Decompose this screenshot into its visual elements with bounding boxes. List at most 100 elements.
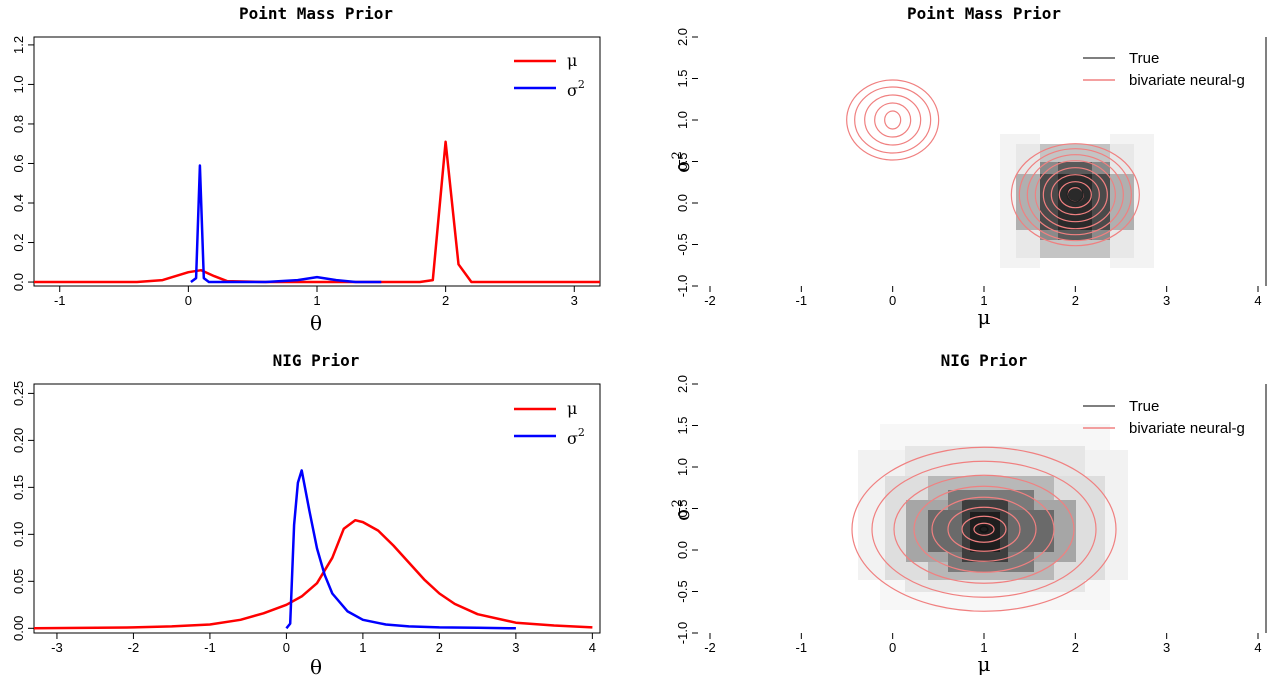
x-tick-label: 3: [1163, 640, 1170, 655]
true-mode-contour: [1066, 185, 1084, 203]
panel-title: Point Mass Prior: [907, 4, 1061, 23]
x-tick-label: 2: [436, 640, 443, 655]
contour-line: [884, 110, 902, 130]
x-tick-label: 2: [442, 293, 449, 308]
x-tick-label: 1: [313, 293, 320, 308]
x-axis: -2 -1 0 1 2 3 4: [704, 633, 1262, 655]
legend: μ σ2: [514, 51, 585, 100]
x-tick-label: 1: [980, 293, 987, 308]
x-tick-label: 0: [889, 640, 896, 655]
contour-line: [1026, 154, 1124, 236]
contour-line: [854, 86, 932, 154]
y-tick-label: 2.0: [675, 28, 690, 46]
y-tick-label: 0.5: [675, 499, 690, 517]
contour-line: [913, 485, 1055, 573]
x-axis: -2 -1 0 1 2 3 4: [704, 286, 1262, 308]
y-tick-label: 0.15: [11, 475, 26, 500]
series-line-sigma2: [285, 469, 516, 630]
contour-line: [874, 102, 912, 138]
contour-line: [851, 446, 1117, 612]
x-tick-label: 4: [1254, 293, 1261, 308]
x-tick-label: 1: [980, 640, 987, 655]
series-line-mu: [34, 140, 600, 284]
x-axis-label: θ: [310, 655, 322, 679]
contour-line: [1042, 167, 1108, 223]
x-axis-label: μ: [978, 305, 991, 329]
contour-line: [864, 94, 922, 146]
y-tick-label: 0.20: [11, 428, 26, 453]
x-tick-label: -1: [204, 640, 216, 655]
contour-line: [1058, 181, 1092, 209]
x-tick-label: 4: [1254, 640, 1261, 655]
y-tick-label: 0.0: [675, 194, 690, 212]
panel-point-mass-density: Point Mass Prior -1 0 1 2 3 0.0 0.2 0.4 0.6 0.8 1…: [11, 4, 601, 335]
y-tick-label: 0.4: [11, 194, 26, 212]
y-tick-label: 0.05: [11, 569, 26, 594]
x-tick-label: -2: [704, 293, 716, 308]
x-tick-label: -1: [796, 293, 808, 308]
y-tick-label: -1.0: [675, 275, 690, 297]
x-tick-label: 4: [589, 640, 596, 655]
y-tick-label: -1.0: [675, 622, 690, 644]
x-tick-label: 0: [185, 293, 192, 308]
legend: μ σ2: [514, 399, 585, 448]
y-tick-label: 0.8: [11, 115, 26, 133]
x-tick-label: 2: [1072, 640, 1079, 655]
panel-title: NIG Prior: [273, 351, 360, 370]
panel-title: Point Mass Prior: [239, 4, 393, 23]
plot-area: [33, 469, 593, 630]
contour-line: [1010, 143, 1140, 247]
contour-line: [871, 460, 1097, 598]
x-axis-label: μ: [978, 652, 991, 676]
y-tick-label: 0.2: [11, 233, 26, 251]
y-tick-label: 0.5: [675, 152, 690, 170]
contour-line: [1018, 148, 1132, 242]
y-tick-label: 1.0: [11, 75, 26, 93]
y-axis: -1.0 -0.5 0.0 0.5 1.0 1.5 2.0: [675, 375, 698, 644]
x-tick-label: -1: [796, 640, 808, 655]
y-axis-label: σ2: [670, 151, 694, 173]
x-tick-label: 2: [1072, 293, 1079, 308]
contour-line: [961, 515, 1007, 543]
panel-point-mass-contour: Point Mass Prior -2 -1 0 1 2 3 4 -1.0 -0.5 0.0 0.…: [670, 4, 1267, 329]
legend-label-true: True: [1129, 398, 1159, 415]
x-axis: -3 -2 -1 0 1 2 3 4: [51, 633, 596, 655]
contour-line: [846, 79, 940, 161]
y-tick-label: -0.5: [675, 580, 690, 602]
legend-label-sigma2: σ2: [567, 426, 585, 448]
contours-bivariate-neural-g: [851, 446, 1117, 612]
y-tick-label: 1.0: [675, 458, 690, 476]
contour-line: [1034, 160, 1116, 230]
legend: True bivariate neural-g: [1083, 50, 1245, 89]
contour-line: [931, 496, 1037, 562]
contour-line: [893, 474, 1075, 584]
series-line-sigma2: [190, 164, 382, 284]
panel-nig-density: NIG Prior -3 -2 -1 0 1 2 3 4 0.000.050.100.150.…: [11, 351, 601, 679]
panel-nig-contour: NIG Prior -2 -1 0 1 2 3 4 -1.0 -0.5 0.0 0.5 1.0 1.5…: [670, 351, 1267, 676]
y-tick-label: 1.5: [675, 416, 690, 434]
contour-line: [1050, 174, 1100, 216]
heatmap-true-density: [858, 424, 1128, 610]
x-tick-label: -3: [51, 640, 63, 655]
y-tick-label: 0.0: [11, 273, 26, 291]
x-tick-label: 3: [1163, 293, 1170, 308]
panel-title: NIG Prior: [941, 351, 1028, 370]
x-tick-label: -2: [128, 640, 140, 655]
legend-label-neural-g: bivariate neural-g: [1129, 420, 1245, 437]
legend-label-neural-g: bivariate neural-g: [1129, 72, 1245, 89]
y-axis: -1.0 -0.5 0.0 0.5 1.0 1.5 2.0: [675, 28, 698, 297]
y-tick-label: 0.00: [11, 616, 26, 641]
y-tick-label: 1.5: [675, 69, 690, 87]
x-tick-label: 0: [283, 640, 290, 655]
y-axis: 0.00 0.05 0.10 0.15 0.20 0.25: [11, 381, 34, 641]
plot-area: [34, 140, 600, 284]
x-tick-label: -2: [704, 640, 716, 655]
y-tick-label: 1.2: [11, 36, 26, 54]
legend-label-mu: μ: [567, 51, 577, 70]
y-axis-label: σ2: [670, 499, 694, 521]
contour-line: [947, 506, 1021, 552]
y-tick-label: 0.10: [11, 522, 26, 547]
y-tick-label: 0.25: [11, 381, 26, 406]
y-tick-label: -0.5: [675, 233, 690, 255]
